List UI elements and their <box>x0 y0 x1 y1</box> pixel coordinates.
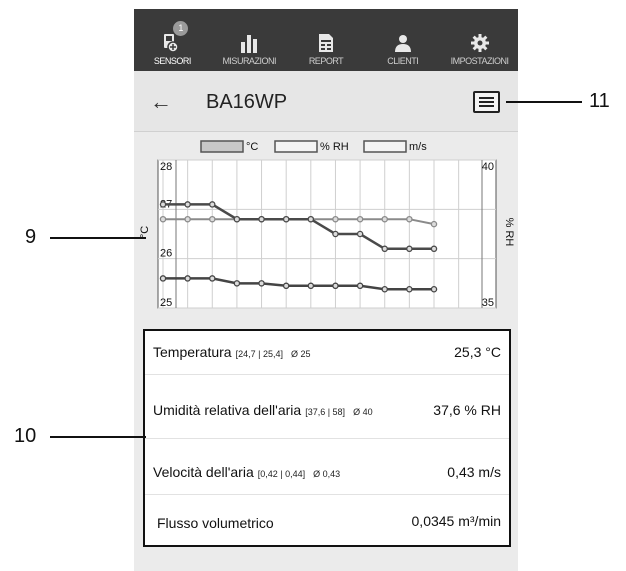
reading-value: 37,6 % RH <box>433 402 501 418</box>
data-point <box>282 215 290 223</box>
chart-panel: 282726254035°C% RH°C% RHm/s <box>134 132 518 327</box>
reading-row-flusso[interactable]: Flusso volumetrico 0,0345 m³/min <box>145 495 509 545</box>
app-bar: ← BA16WP <box>134 71 518 132</box>
data-point <box>184 275 191 282</box>
nav-label-impostazioni: IMPOSTAZIONI <box>450 56 509 66</box>
nav-label-clienti: CLIENTI <box>387 56 419 66</box>
data-point <box>356 230 364 238</box>
y-tick-label-left: 25 <box>160 297 172 309</box>
nav-tab-report[interactable]: REPORT <box>288 9 365 71</box>
page-title: BA16WP <box>206 91 288 113</box>
data-point <box>307 215 315 223</box>
reading-label: Umidità relativa dell'aria <box>153 402 302 418</box>
callout-number-11: 11 <box>589 90 610 112</box>
data-point <box>159 215 167 223</box>
clients-icon <box>394 35 411 52</box>
back-arrow-icon[interactable]: ← <box>150 89 172 114</box>
data-point <box>233 215 241 223</box>
data-point <box>233 280 241 287</box>
data-point <box>209 215 216 223</box>
y-tick-label-left: 26 <box>160 248 172 260</box>
data-point <box>332 282 339 290</box>
y-tick-label-left: 28 <box>160 161 172 173</box>
callout-line-9 <box>50 237 146 239</box>
nav-tab-misurazioni[interactable]: MISURAZIONI <box>211 9 288 71</box>
data-point <box>258 280 265 287</box>
y-tick-label-right: 40 <box>482 161 494 173</box>
reading-value: 0,0345 m³/min <box>411 513 501 529</box>
data-point <box>406 215 413 223</box>
data-point <box>307 282 315 290</box>
data-point <box>381 245 388 253</box>
reading-range: [0,42 | 0,44] <box>257 469 306 479</box>
hamburger-menu-icon[interactable] <box>473 91 500 113</box>
reading-average: Ø 25 <box>290 349 311 359</box>
sensor-icon <box>164 34 180 53</box>
data-point <box>430 245 438 253</box>
nav-tab-impostazioni[interactable]: IMPOSTAZIONI <box>441 9 518 71</box>
reading-range: [37,6 | 58] <box>305 407 346 417</box>
data-point <box>209 275 216 282</box>
reading-row-velocita[interactable]: Velocità dell'aria [0,42 | 0,44] Ø 0,43 0,… <box>145 439 509 495</box>
legend-swatch <box>363 140 407 153</box>
reading-label: Flusso volumetrico <box>157 515 274 531</box>
data-point <box>406 286 413 293</box>
y-tick-label-right: 35 <box>482 297 494 309</box>
reading-row-umidita[interactable]: Umidità relativa dell'aria [37,6 | 58] Ø 4… <box>145 375 509 439</box>
report-icon <box>318 34 333 52</box>
legend-label: °C <box>246 141 258 153</box>
data-point <box>209 201 216 208</box>
data-point <box>159 275 167 282</box>
data-point <box>159 201 167 208</box>
data-point <box>430 286 438 293</box>
callout-line-10 <box>50 436 146 438</box>
data-point <box>406 245 413 253</box>
data-point <box>184 201 191 208</box>
reading-value: 25,3 °C <box>454 344 501 360</box>
legend-label: % RH <box>320 141 349 153</box>
data-point <box>381 286 388 293</box>
nav-tab-clienti[interactable]: CLIENTI <box>364 9 441 71</box>
legend-swatch <box>200 140 244 153</box>
nav-label-report: REPORT <box>308 56 344 66</box>
data-point <box>332 230 339 238</box>
legend-swatch <box>274 140 318 153</box>
reading-range: [24,7 | 25,4] <box>235 349 283 359</box>
y-axis-title-left: °C <box>139 226 151 238</box>
reading-average: Ø 40 <box>353 407 373 417</box>
app-screen: 1 SENSORI MISURAZIONI <box>134 9 518 571</box>
reading-label: Temperatura <box>153 344 232 360</box>
data-point <box>381 215 388 223</box>
data-point <box>282 282 290 290</box>
data-point <box>184 215 191 223</box>
bar-chart-icon <box>241 35 258 53</box>
data-point <box>430 220 438 228</box>
nav-label-misurazioni: MISURAZIONI <box>222 56 276 66</box>
measurement-chart[interactable]: 282726254035°C% RH°C% RHm/s <box>134 132 518 327</box>
plot-area <box>157 159 497 309</box>
series-line <box>163 277 434 291</box>
top-navigation: 1 SENSORI MISURAZIONI <box>134 9 518 71</box>
reading-average: Ø 0,43 <box>313 469 341 479</box>
nav-tab-sensori[interactable]: 1 SENSORI <box>134 9 211 71</box>
callout-number-10: 10 <box>14 425 37 447</box>
y-axis-title-right: % RH <box>503 218 515 247</box>
data-point <box>332 215 339 223</box>
legend-label: m/s <box>409 141 427 153</box>
reading-row-temperatura[interactable]: Temperatura [24,7 | 25,4] Ø 25 25,3 °C <box>145 331 509 375</box>
data-point <box>258 215 265 223</box>
reading-label: Velocità dell'aria <box>153 464 254 480</box>
data-point <box>356 215 364 223</box>
nav-label-sensori: SENSORI <box>153 56 192 66</box>
reading-value: 0,43 m/s <box>447 464 501 480</box>
data-point <box>356 282 364 290</box>
sensor-count-badge: 1 <box>173 21 189 36</box>
callout-number-9: 9 <box>25 226 37 248</box>
callout-line-11 <box>506 101 582 103</box>
series-line <box>163 203 434 251</box>
readings-panel: Temperatura [24,7 | 25,4] Ø 25 25,3 °C Umi… <box>143 329 511 547</box>
gear-icon <box>470 34 489 52</box>
